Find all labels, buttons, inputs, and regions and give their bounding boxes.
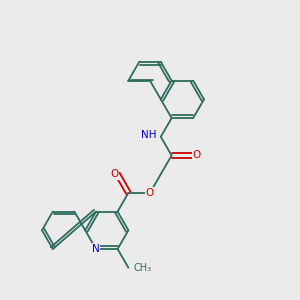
Text: O: O xyxy=(110,169,119,179)
Text: O: O xyxy=(192,151,200,160)
Text: NH: NH xyxy=(141,130,156,140)
Text: O: O xyxy=(146,188,154,198)
Text: CH₃: CH₃ xyxy=(134,263,152,273)
Text: N: N xyxy=(92,244,100,254)
